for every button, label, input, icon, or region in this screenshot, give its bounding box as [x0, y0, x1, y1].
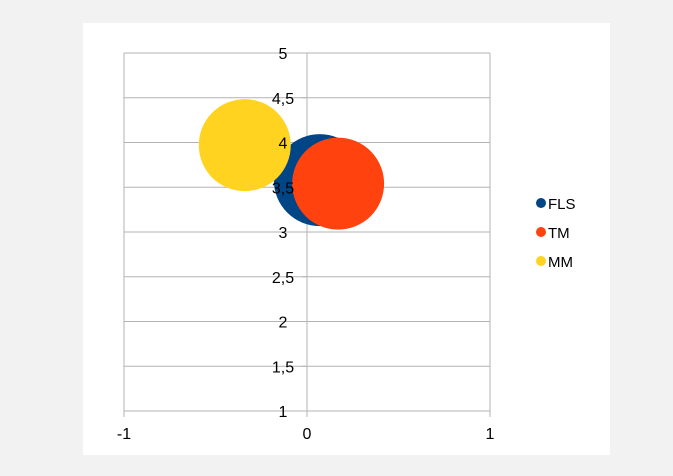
legend-label: FLS	[548, 196, 576, 213]
legend-label: TM	[548, 225, 570, 242]
y-tick-label: 4,5	[272, 91, 294, 108]
legend-item-mm: MM	[536, 254, 573, 271]
x-tick-label: 1	[486, 426, 495, 443]
y-tick-label: 3	[279, 225, 288, 242]
bubble-mm	[198, 99, 291, 192]
x-tick-label: -1	[117, 426, 131, 443]
y-tick-label: 2	[279, 315, 288, 332]
tick-labels: 11,522,533,544,55-1 0 1	[117, 46, 495, 443]
legend-marker	[536, 198, 546, 208]
legend-item-fls: FLS	[536, 196, 576, 213]
y-tick-label: 4	[279, 136, 288, 153]
x-tick-label: 0	[303, 426, 312, 443]
bubbles	[198, 99, 385, 230]
y-tick-label: 1,5	[272, 359, 294, 376]
y-tick-label: 1	[279, 404, 288, 421]
legend-label: MM	[548, 254, 573, 271]
legend: FLS TM MM	[536, 196, 576, 271]
legend-marker	[536, 256, 546, 266]
chart-area: 1 1,5 2 2,5 3 3,5 4 4,5 5 -1 0 1 FLS TM MM	[83, 23, 610, 455]
bubble-tm	[292, 137, 385, 230]
y-tick-label: 3,5	[272, 180, 294, 197]
y-tick-label: 5	[279, 46, 288, 63]
legend-item-tm: TM	[536, 225, 570, 242]
legend-marker	[536, 227, 546, 237]
y-tick-label: 2,5	[272, 270, 294, 287]
